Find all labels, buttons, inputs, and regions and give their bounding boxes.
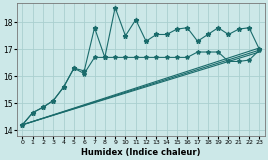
X-axis label: Humidex (Indice chaleur): Humidex (Indice chaleur) [81,148,201,156]
